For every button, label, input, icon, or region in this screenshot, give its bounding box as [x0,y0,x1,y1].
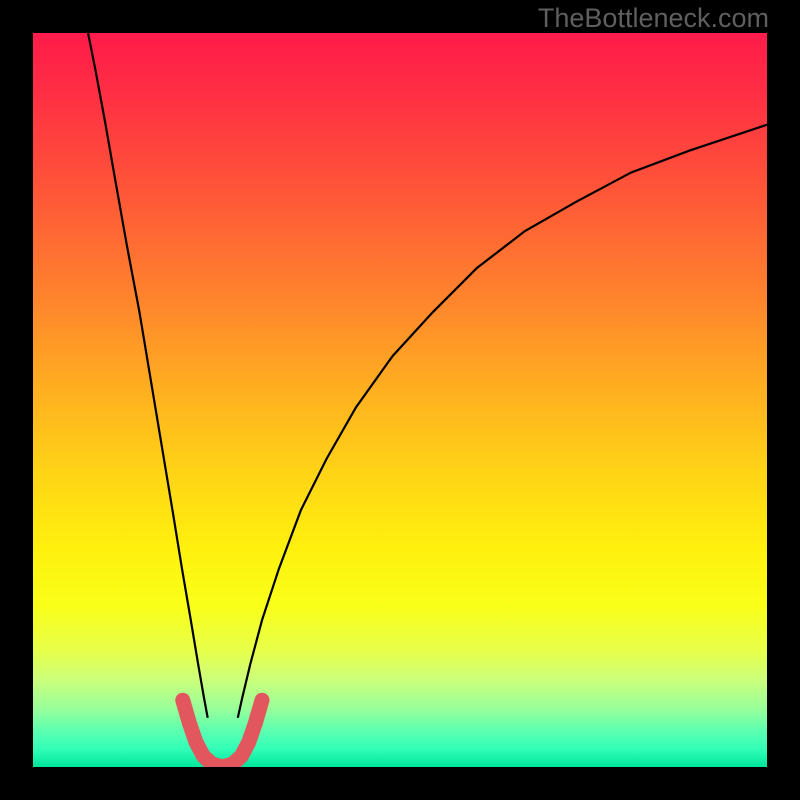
watermark-text: TheBottleneck.com [538,3,769,34]
outer-frame: TheBottleneck.com [0,0,800,800]
gradient-bg [33,33,767,767]
chart-svg [33,33,767,767]
plot-area [33,33,767,767]
